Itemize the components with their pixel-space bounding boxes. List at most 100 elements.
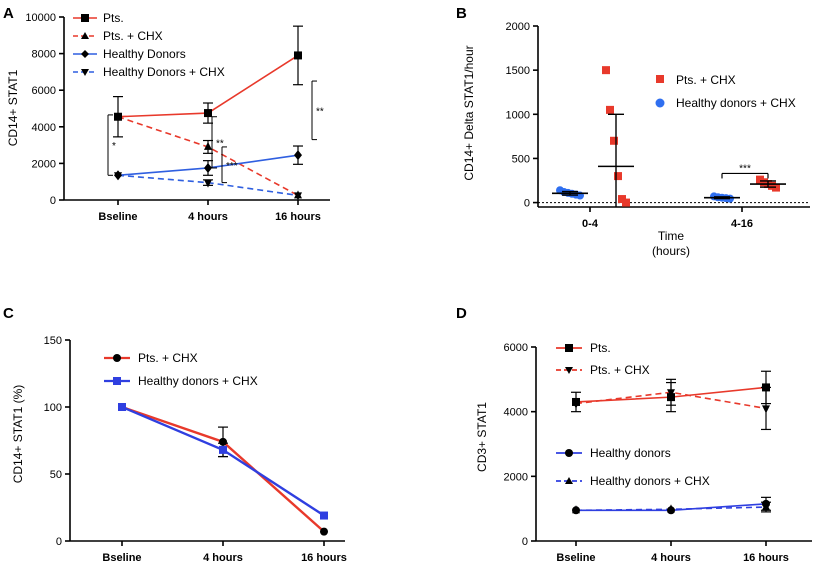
- legend-b-marker-0: [656, 75, 664, 83]
- panel-c-series-line-0: [121, 405, 325, 533]
- panel-c-point-1: [320, 511, 328, 520]
- panel-d-xtick-label: 4 hours: [651, 552, 691, 564]
- panel-a-legend: Pts. Pts. + CHX Healthy Donors Healthy D…: [73, 11, 225, 79]
- panel-b-point-0: [606, 105, 614, 114]
- legend-a-label-0: Pts.: [103, 11, 124, 25]
- panel-a-ytick-label: 4000: [32, 122, 56, 134]
- panel-a-sig-label: **: [316, 106, 324, 117]
- panel-c-ytick-label: 100: [44, 402, 62, 414]
- panel-letter-a: A: [3, 5, 14, 22]
- panel-b-point-0: [602, 66, 610, 75]
- panel-b-point-0: [610, 136, 618, 145]
- panel-b-ytick-label: 500: [512, 153, 530, 165]
- panel-d: CD3+ STAT1 0 2000 4000 6000 Bseline 4 hours 16…: [475, 341, 812, 564]
- panel-a-ytick-label: 6000: [32, 85, 56, 97]
- panel-a-ytick-label: 0: [50, 195, 56, 207]
- panel-b-xlabel-line1: Time: [658, 229, 685, 243]
- panel-a-sig-label: ***: [226, 161, 238, 172]
- panel-c-xtick-label: 16 hours: [301, 552, 347, 564]
- legend-d-marker-1: [565, 367, 573, 374]
- panel-letter-c: C: [3, 305, 14, 322]
- panel-c-ylabel: CD14+ STAT1 (%): [11, 385, 25, 484]
- legend-b-marker-1: [655, 98, 665, 108]
- panel-a: CD14+ STAT1 0 2000 4000 6000 8000 10000 Bselin…: [6, 11, 330, 223]
- panel-c-xtick-label: 4 hours: [203, 552, 243, 564]
- panel-a-point-0: [294, 51, 302, 60]
- panel-a-point-3: [204, 179, 212, 188]
- panel-a-xtick-label: 16 hours: [275, 211, 321, 223]
- panel-b-xtick-label: 0-4: [582, 218, 599, 230]
- panel-b-sig-label: ***: [739, 163, 751, 174]
- legend-c-label-0: Pts. + CHX: [138, 351, 198, 365]
- panel-a-ytick-label: 2000: [32, 158, 56, 170]
- panel-b-ytick-label: 2000: [506, 21, 530, 33]
- panel-d-point-3: [572, 505, 580, 514]
- panel-c-point-0: [219, 437, 227, 446]
- legend-a-marker-3: [81, 69, 89, 76]
- legend-b-label-0: Pts. + CHX: [676, 73, 736, 87]
- panel-c-point-1: [118, 403, 126, 411]
- legend-a-marker-2: [81, 50, 89, 58]
- panel-b-ytick-label: 1500: [506, 65, 530, 77]
- panel-a-point-0: [204, 109, 212, 118]
- panel-a-ylabel: CD14+ STAT1: [6, 69, 20, 146]
- panel-b-xlabel-line2: (hours): [652, 244, 690, 258]
- panel-d-ytick-label: 2000: [504, 471, 528, 483]
- panel-d-xtick-label: Bseline: [556, 552, 595, 564]
- legend-a-label-3: Healthy Donors + CHX: [103, 65, 225, 79]
- panel-c-ytick-label: 0: [56, 536, 62, 548]
- panel-a-ytick-label: 8000: [32, 49, 56, 61]
- panel-b-legend: Pts. + CHX Healthy donors + CHX: [655, 73, 796, 110]
- panel-a-sig-label: **: [216, 138, 224, 149]
- panel-a-xtick-label: Bseline: [98, 211, 137, 223]
- legend-a-marker-0: [81, 14, 89, 22]
- legend-d-label-2: Healthy donors: [590, 446, 671, 460]
- legend-d-marker-0: [565, 344, 573, 352]
- legend-d-marker-2: [565, 449, 573, 457]
- legend-c-marker-1: [113, 377, 121, 385]
- panel-letter-b: B: [456, 5, 467, 22]
- panel-d-ylabel: CD3+ STAT1: [475, 402, 489, 472]
- legend-d-label-1: Pts. + CHX: [590, 363, 650, 377]
- panel-c-ytick-label: 50: [50, 469, 62, 481]
- panel-d-ytick-label: 4000: [504, 407, 528, 419]
- panel-a-point-3: [114, 172, 122, 181]
- panel-b-ytick-label: 0: [524, 198, 530, 210]
- legend-c-marker-0: [113, 354, 121, 362]
- panel-c-point-1: [219, 445, 227, 454]
- panel-a-point-2: [204, 162, 212, 173]
- panel-d-ytick-label: 0: [522, 536, 528, 548]
- panel-d-ytick-label: 6000: [504, 342, 528, 354]
- panel-a-point-3: [294, 192, 302, 201]
- panel-c-series-line-1: [121, 405, 325, 517]
- panel-b-ytick-label: 1000: [506, 109, 530, 121]
- panel-d-point-3: [762, 502, 770, 511]
- legend-d-label-3: Healthy donors + CHX: [590, 474, 710, 488]
- panel-a-point-1: [204, 141, 212, 150]
- panel-c: CD14+ STAT1 (%) 0 50 100 150 Bseline 4 hours 1…: [11, 335, 347, 564]
- legend-a-label-1: Pts. + CHX: [103, 29, 163, 43]
- panel-a-point-1: [114, 111, 122, 120]
- legend-a-marker-1: [81, 32, 89, 39]
- panel-c-ytick-label: 150: [44, 335, 62, 347]
- panel-b-point-0: [614, 172, 622, 181]
- panel-a-ytick-label: 10000: [25, 12, 56, 24]
- panel-d-legend: Pts. Pts. + CHX Healthy donors Healthy d…: [556, 341, 710, 488]
- panel-d-point-1: [572, 400, 580, 409]
- panel-b-ylabel: CD14+ Delta STAT1/hour: [462, 45, 476, 180]
- legend-d-marker-3: [565, 477, 573, 484]
- panel-a-xtick-label: 4 hours: [188, 211, 228, 223]
- panel-a-sig-label: *: [112, 141, 116, 152]
- panel-c-xtick-label: Bseline: [102, 552, 141, 564]
- panel-letter-d: D: [456, 305, 467, 322]
- legend-a-label-2: Healthy Donors: [103, 47, 186, 61]
- panel-b-point-0: [622, 198, 630, 207]
- legend-d-label-0: Pts.: [590, 341, 611, 355]
- panel-b-xtick-label: 4-16: [731, 218, 753, 230]
- panel-c-legend: Pts. + CHX Healthy donors + CHX: [104, 351, 258, 388]
- legend-c-label-1: Healthy donors + CHX: [138, 374, 258, 388]
- legend-b-label-1: Healthy donors + CHX: [676, 96, 796, 110]
- panel-d-xtick-label: 16 hours: [743, 552, 789, 564]
- panel-a-point-2: [294, 150, 302, 161]
